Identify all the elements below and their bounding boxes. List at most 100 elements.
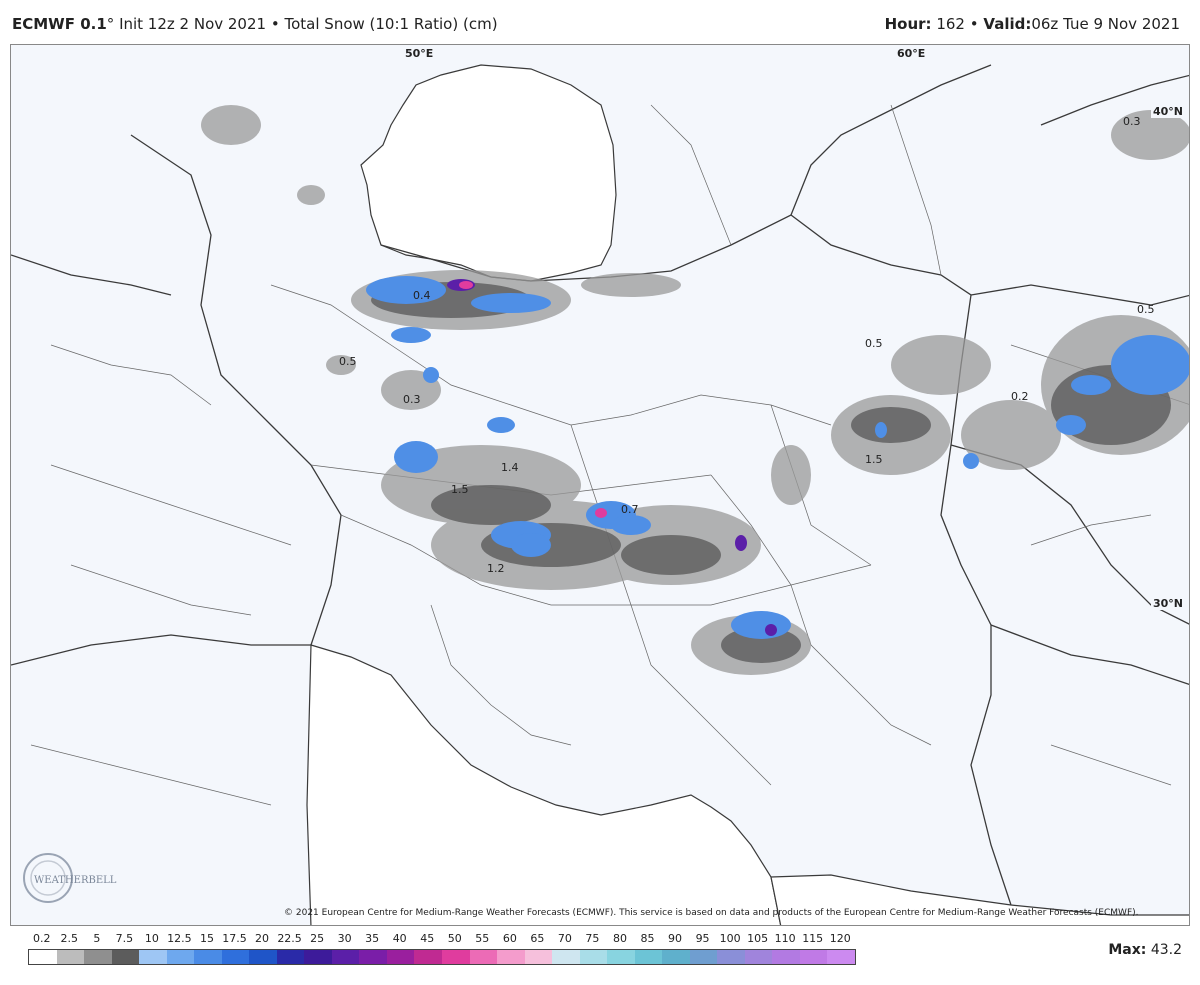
legend-tick: 17.5 xyxy=(222,932,247,945)
legend-tick: 60 xyxy=(502,932,517,945)
value-label: 0.3 xyxy=(1123,115,1141,128)
persian-gulf xyxy=(306,644,782,925)
logo-text: WEATHERBELL xyxy=(34,875,117,886)
legend-tick: 35 xyxy=(365,932,380,945)
legend-swatch xyxy=(634,950,663,964)
legend-tick: 105 xyxy=(747,932,769,945)
legend-tick: 12.5 xyxy=(167,932,192,945)
legend-tick: 120 xyxy=(829,932,851,945)
legend-tick: 90 xyxy=(668,932,683,945)
value-label: 1.5 xyxy=(451,483,469,496)
legend-tick: 7.5 xyxy=(115,932,134,945)
value-label: 0.5 xyxy=(1137,303,1155,316)
legend-swatch xyxy=(139,950,167,964)
legend-tick: 10 xyxy=(144,932,159,945)
legend-tick: 15 xyxy=(199,932,214,945)
legend-tick: 22.5 xyxy=(277,932,302,945)
hour-label: Hour: xyxy=(884,15,932,33)
province-borders xyxy=(30,104,1189,806)
map-canvas xyxy=(11,64,1189,925)
snow-light xyxy=(201,105,1189,675)
legend-tick: 25 xyxy=(310,932,325,945)
legend-swatch xyxy=(56,950,85,964)
legend-tick: 100 xyxy=(719,932,741,945)
valid-label: Valid: xyxy=(983,15,1032,33)
hour-value: 162 xyxy=(936,15,965,33)
legend-swatch xyxy=(744,950,773,964)
value-label: 0.7 xyxy=(621,503,639,516)
header: ECMWF 0.1° Init 12z 2 Nov 2021 • Total S… xyxy=(0,0,1200,44)
legend-tick: 65 xyxy=(530,932,545,945)
legend-tick: 115 xyxy=(802,932,824,945)
max-value: Max: 43.2 xyxy=(1108,942,1182,958)
model-name: ECMWF 0.1 xyxy=(12,15,107,33)
legend-tick: 0.2 xyxy=(33,932,51,945)
legend-tick: 85 xyxy=(640,932,655,945)
snow-map: 50°E 60°E 40°N 30°N 0.3 0.4 0.5 0.3 0.5 … xyxy=(10,44,1190,926)
grid-label-30n: 30°N xyxy=(1151,597,1186,610)
legend-swatch xyxy=(194,950,222,964)
snow-blue xyxy=(366,276,1189,639)
legend-swatch xyxy=(359,950,387,964)
legend-tick: 55 xyxy=(475,932,490,945)
legend-tick-labels: 0.2 2.5 5 7.5 10 12.5 15 17.5 20 22.5 25 30 35 40 45 50… xyxy=(28,932,868,948)
legend-tick: 30 xyxy=(337,932,352,945)
grid-label-50e: 50°E xyxy=(403,47,436,60)
legend-swatch xyxy=(607,950,635,964)
legend-swatch xyxy=(331,950,360,964)
legend-swatch xyxy=(304,950,332,964)
legend-swatch xyxy=(221,950,250,964)
max-number: 43.2 xyxy=(1150,942,1182,958)
value-label: 0.4 xyxy=(413,289,431,302)
value-label: 0.3 xyxy=(403,393,421,406)
degree-mark: ° xyxy=(106,15,115,33)
legend-swatch xyxy=(276,950,305,964)
value-label: 0.5 xyxy=(865,337,883,350)
legend-tick: 70 xyxy=(557,932,572,945)
legend-swatch xyxy=(441,950,470,964)
max-label: Max: xyxy=(1108,942,1147,958)
value-label: 1.2 xyxy=(487,562,505,575)
legend-swatch xyxy=(717,950,745,964)
legend-tick: 95 xyxy=(695,932,710,945)
weatherbell-logo: WEATHERBELL xyxy=(23,853,117,903)
legend-swatch xyxy=(249,950,277,964)
value-label: 0.2 xyxy=(1011,390,1029,403)
legend-swatch xyxy=(662,950,690,964)
legend-tick: 110 xyxy=(774,932,796,945)
legend-swatch xyxy=(386,950,415,964)
grid-label-60e: 60°E xyxy=(895,47,928,60)
legend-tick: 40 xyxy=(392,932,407,945)
legend-tick: 45 xyxy=(420,932,435,945)
legend-swatch xyxy=(469,950,498,964)
legend-swatch xyxy=(827,950,855,964)
bullet-separator-right: • xyxy=(969,15,979,33)
map-title: ECMWF 0.1° Init 12z 2 Nov 2021 • Total S… xyxy=(12,15,498,33)
snow-magenta xyxy=(459,281,607,518)
value-label: 1.5 xyxy=(865,453,883,466)
valid-value: 06z Tue 9 Nov 2021 xyxy=(1031,15,1180,33)
legend-tick: 80 xyxy=(612,932,627,945)
legend-swatch xyxy=(166,950,195,964)
legend-tick: 20 xyxy=(255,932,270,945)
legend-swatch xyxy=(689,950,718,964)
legend-color-bar xyxy=(28,949,856,965)
caspian-sea xyxy=(360,64,617,282)
color-legend: 0.2 2.5 5 7.5 10 12.5 15 17.5 20 22.5 25 30 35 40 45 50… xyxy=(28,932,868,965)
legend-swatch xyxy=(29,950,57,964)
legend-swatch xyxy=(414,950,442,964)
legend-tick: 5 xyxy=(93,932,101,945)
legend-tick: 2.5 xyxy=(60,932,79,945)
legend-swatch xyxy=(524,950,553,964)
grid-label-40n: 40°N xyxy=(1151,105,1186,118)
legend-swatch xyxy=(111,950,140,964)
legend-tick: 50 xyxy=(447,932,462,945)
product-name: Total Snow (10:1 Ratio) (cm) xyxy=(284,15,498,33)
legend-swatch xyxy=(799,950,828,964)
legend-swatch xyxy=(84,950,112,964)
value-label: 1.4 xyxy=(501,461,519,474)
country-borders xyxy=(11,64,1189,906)
legend-swatch xyxy=(772,950,800,964)
value-label: 0.5 xyxy=(339,355,357,368)
copyright-notice: © 2021 European Centre for Medium-Range … xyxy=(284,908,1139,918)
